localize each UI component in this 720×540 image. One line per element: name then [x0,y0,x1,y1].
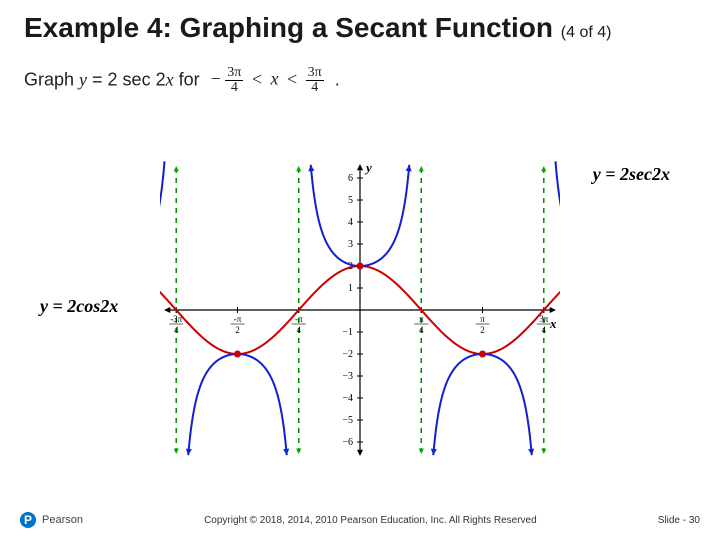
right-den: 4 [306,81,324,95]
prompt-period: . [335,69,340,89]
svg-text:−2: −2 [342,349,353,360]
function-chart: −6−5−4−3−2−1123456-3π4-π2-π4π4π23π4yx [160,160,560,460]
svg-text:−1: −1 [342,327,353,338]
svg-text:y: y [364,160,372,175]
svg-text:4: 4 [542,325,547,335]
svg-text:−5: −5 [342,415,353,426]
svg-text:π: π [480,314,485,324]
lt1: < [252,69,262,90]
prompt-for: for [179,69,205,89]
sec-label-text: y = 2sec2x [593,164,670,184]
prompt-x: x [166,69,174,89]
svg-text:-π: -π [234,314,242,324]
left-den: 4 [225,81,243,95]
pearson-logo-icon: P [20,512,36,528]
svg-text:4: 4 [348,217,353,228]
lt2: < [287,69,297,90]
svg-text:−3: −3 [342,371,353,382]
prompt-prefix: Graph [24,69,79,89]
cos-label: y = 2cos2x [40,296,118,317]
svg-text:4: 4 [419,325,424,335]
range-expression: − 3π 4 < x < 3π 4 [211,66,324,95]
graph-area: y = 2cos2x y = 2sec2x −6 −5 −4 −3 −2 −1 1 2 3 4 5 6… [0,140,720,480]
svg-text:2: 2 [480,325,485,335]
prompt-y: y [79,69,87,89]
brand-text: Pearson [42,514,83,526]
svg-text:x: x [549,316,557,331]
copyright-text: Copyright © 2018, 2014, 2010 Pearson Edu… [83,515,658,526]
right-num: 3π [306,66,324,81]
svg-text:3: 3 [348,239,353,250]
svg-text:4: 4 [174,325,179,335]
svg-text:−6: −6 [342,437,353,448]
neg-sign: − [211,69,221,89]
slide-number: Slide - 30 [658,515,700,526]
graph-wrap: y = 2cos2x y = 2sec2x −6−5−4−3−2−1123456… [120,150,600,470]
svg-text:4: 4 [296,325,301,335]
prompt-line: Graph y = 2 sec 2x for − 3π 4 < x < 3π 4… [0,48,720,95]
svg-text:-π: -π [295,314,303,324]
title-sub: (4 of 4) [561,24,612,41]
svg-text:3π: 3π [539,314,549,324]
svg-text:6: 6 [348,173,353,184]
sec-label: y = 2sec2x [593,164,670,185]
prompt-eq: = 2 sec 2 [87,69,166,89]
svg-text:5: 5 [348,195,353,206]
svg-text:2: 2 [235,325,240,335]
footer: P Pearson Copyright © 2018, 2014, 2010 P… [0,512,720,528]
cos-label-text: y = 2cos2x [40,296,118,316]
svg-text:−4: −4 [342,393,353,404]
slide-title: Example 4: Graphing a Secant Function (4… [0,0,720,48]
left-frac: 3π 4 [225,66,243,95]
range-var: x [271,69,279,89]
svg-text:π: π [419,314,424,324]
title-main: Example 4: Graphing a Secant Function [24,12,553,43]
right-frac: 3π 4 [306,66,324,95]
left-num: 3π [225,66,243,81]
svg-text:1: 1 [348,283,353,294]
